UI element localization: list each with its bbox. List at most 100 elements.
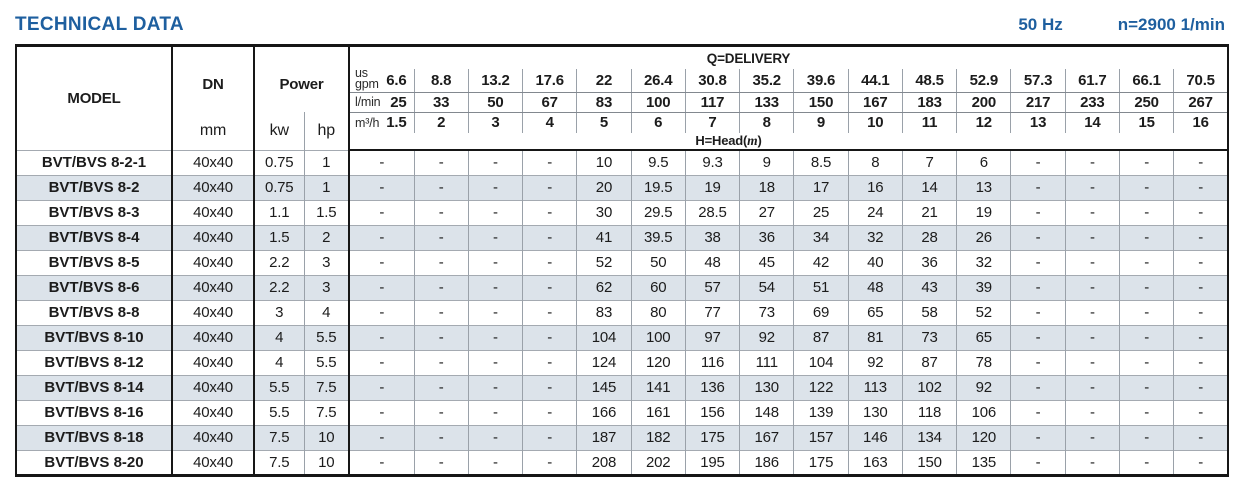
head-value-cell: 26 bbox=[956, 224, 1011, 250]
power-kw-cell: 5.5 bbox=[253, 374, 304, 400]
head-value-cell: - bbox=[1064, 374, 1120, 400]
head-value-cell: 27 bbox=[739, 199, 794, 225]
head-value-cell: - bbox=[1118, 299, 1174, 325]
head-value-cell: - bbox=[348, 449, 415, 475]
head-value-cell: 19.5 bbox=[630, 174, 686, 200]
head-value-cell: 24 bbox=[847, 199, 903, 225]
head-value-cell: 136 bbox=[684, 374, 740, 400]
head-value-cell: - bbox=[413, 299, 469, 325]
head-value-cell: 97 bbox=[684, 324, 740, 350]
head-value-cell: 141 bbox=[630, 374, 686, 400]
column-header-power: Power bbox=[252, 45, 350, 112]
head-value-cell: - bbox=[1118, 424, 1174, 450]
head-value-cell: 21 bbox=[901, 199, 957, 225]
head-value-cell: - bbox=[348, 249, 415, 275]
delivery-scale-value: 26.4 bbox=[630, 69, 686, 93]
delivery-scale-value: 267 bbox=[1173, 92, 1228, 113]
head-value-cell: - bbox=[1118, 249, 1174, 275]
power-hp-cell: 5.5 bbox=[303, 324, 350, 350]
head-value-cell: - bbox=[348, 174, 415, 200]
head-value-cell: - bbox=[522, 224, 577, 250]
head-value-cell: - bbox=[1010, 174, 1066, 200]
delivery-scale-value: 48.5 bbox=[901, 69, 957, 93]
delivery-scale-value: 39.6 bbox=[793, 69, 849, 93]
model-cell: BVT/BVS 8-8 bbox=[16, 299, 172, 325]
head-value-cell: 104 bbox=[576, 324, 632, 350]
head-value-cell: - bbox=[1064, 299, 1120, 325]
delivery-scale-value: 100 bbox=[630, 92, 686, 113]
head-value-cell: 19 bbox=[684, 174, 740, 200]
delivery-scale-value: 200 bbox=[956, 92, 1011, 113]
head-value-cell: 8 bbox=[847, 149, 903, 175]
head-value-cell: 166 bbox=[576, 399, 632, 425]
head-value-cell: 78 bbox=[956, 349, 1011, 375]
model-cell: BVT/BVS 8-6 bbox=[16, 274, 172, 300]
table-row: BVT/BVS 8-6 40x40 2.2 3- - - -62 60 57 54 51 48 43 39… bbox=[16, 274, 1228, 300]
head-value-cell: 28.5 bbox=[684, 199, 740, 225]
head-value-cell: 156 bbox=[684, 399, 740, 425]
dn-cell: 40x40 bbox=[171, 199, 254, 225]
power-kw-cell: 4 bbox=[253, 324, 304, 350]
head-value-cell: 69 bbox=[793, 299, 849, 325]
head-value-cell: 6 bbox=[956, 149, 1011, 175]
head-value-cell: 87 bbox=[793, 324, 849, 350]
delivery-scale-value: 14 bbox=[1064, 112, 1120, 133]
dn-unit-mm: mm bbox=[171, 112, 254, 150]
table-row: BVT/BVS 8-10 40x40 4 5.5- - - -104 100 97 92 87 81 7… bbox=[16, 324, 1228, 350]
power-hp-cell: 1 bbox=[303, 174, 350, 200]
head-value-cell: - bbox=[522, 149, 577, 175]
delivery-scale-value: 8 bbox=[739, 112, 794, 133]
head-value-cell: 36 bbox=[739, 224, 794, 250]
head-value-cell: - bbox=[522, 299, 577, 325]
column-header-dn: DN bbox=[171, 45, 254, 112]
head-value-cell: 122 bbox=[793, 374, 849, 400]
delivery-scale-value: 5 bbox=[576, 112, 632, 133]
delivery-scale-value: 167 bbox=[847, 92, 903, 113]
delivery-scale-value: 83 bbox=[576, 92, 632, 113]
head-value-cell: 43 bbox=[901, 274, 957, 300]
unit-m3h-cell: m³/h 1.5 bbox=[348, 112, 415, 133]
head-value-cell: 111 bbox=[739, 349, 794, 375]
table-row: BVT/BVS 8-2-1 40x40 0.75 1- - - -10 9.5 9.3 9 8.5 8… bbox=[16, 149, 1228, 175]
table-row: BVT/BVS 8-5 40x40 2.2 3- - - -52 50 48 45 42 40 36 32… bbox=[16, 249, 1228, 275]
delivery-scale-value: 6 bbox=[630, 112, 686, 133]
head-value-cell: - bbox=[522, 399, 577, 425]
head-value-cell: - bbox=[1118, 274, 1174, 300]
head-value-cell: - bbox=[413, 149, 469, 175]
lmin-unit-label: l/min bbox=[355, 95, 381, 109]
head-value-cell: - bbox=[413, 224, 469, 250]
head-value-cell: 17 bbox=[793, 174, 849, 200]
head-value-cell: - bbox=[467, 399, 523, 425]
head-value-cell: 48 bbox=[847, 274, 903, 300]
head-value-cell: - bbox=[522, 174, 577, 200]
head-value-cell: - bbox=[1173, 349, 1228, 375]
head-value-cell: 175 bbox=[684, 424, 740, 450]
head-value-cell: 92 bbox=[739, 324, 794, 350]
head-value-cell: - bbox=[1173, 424, 1228, 450]
power-kw-cell: 5.5 bbox=[253, 399, 304, 425]
head-value-cell: - bbox=[1010, 299, 1066, 325]
model-cell: BVT/BVS 8-4 bbox=[16, 224, 172, 250]
delivery-header: Q=DELIVERY bbox=[348, 45, 1228, 69]
head-value-cell: 175 bbox=[793, 449, 849, 475]
head-value-cell: 48 bbox=[684, 249, 740, 275]
head-value-cell: 161 bbox=[630, 399, 686, 425]
head-value-cell: - bbox=[1118, 349, 1174, 375]
m3h-unit-label: m³/h bbox=[355, 115, 380, 130]
head-value-cell: 9 bbox=[739, 149, 794, 175]
head-value-cell: - bbox=[467, 374, 523, 400]
power-kw-cell: 1.1 bbox=[253, 199, 304, 225]
head-value-cell: - bbox=[1118, 199, 1174, 225]
head-value-cell: 92 bbox=[847, 349, 903, 375]
table-row: BVT/BVS 8-2 40x40 0.75 1- - - -20 19.5 19 18 17 16 1… bbox=[16, 174, 1228, 200]
head-value-cell: 9.3 bbox=[684, 149, 740, 175]
head-value-cell: - bbox=[348, 274, 415, 300]
head-value-cell: - bbox=[1010, 324, 1066, 350]
head-value-cell: - bbox=[1010, 374, 1066, 400]
head-value-cell: - bbox=[1173, 299, 1228, 325]
head-value-cell: 10 bbox=[576, 149, 632, 175]
unit-lmin-cell: l/min 25 bbox=[348, 92, 415, 113]
head-value-cell: - bbox=[467, 174, 523, 200]
head-value-cell: 163 bbox=[847, 449, 903, 475]
